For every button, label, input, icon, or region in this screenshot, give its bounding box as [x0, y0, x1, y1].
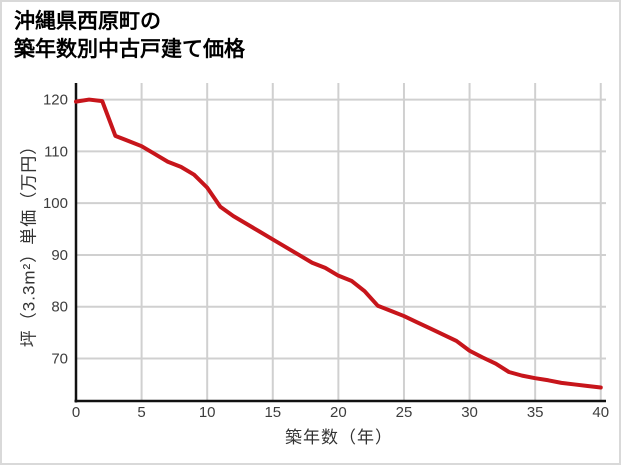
price-line-series	[74, 97, 603, 390]
x-tick-label: 25	[396, 404, 413, 421]
y-tick-label: 80	[51, 299, 68, 316]
x-tick-label: 35	[527, 404, 544, 421]
chart-title: 沖縄県西原町の 築年数別中古戸建て価格	[14, 8, 245, 63]
chart-title-line2: 築年数別中古戸建て価格	[14, 37, 245, 61]
chart-title-line1: 沖縄県西原町の	[14, 10, 161, 33]
y-tick-label: 110	[44, 143, 68, 160]
y-axis-title: 坪（3.3m²）単価（万円）	[19, 136, 39, 348]
x-tick-label: 30	[461, 404, 478, 421]
y-tick-label: 90	[51, 247, 68, 264]
x-tick-label: 0	[72, 404, 80, 421]
y-tick-label: 100	[43, 195, 68, 212]
y-tick-label: 120	[43, 92, 68, 109]
y-tick-label: 70	[51, 351, 68, 368]
x-tick-label: 5	[137, 404, 145, 421]
x-axis-title: 築年数（年）	[285, 428, 393, 447]
x-tick-label: 20	[330, 404, 347, 421]
x-tick-label: 40	[592, 404, 609, 421]
x-tick-label: 15	[264, 404, 281, 421]
x-tick-label: 10	[199, 404, 216, 421]
